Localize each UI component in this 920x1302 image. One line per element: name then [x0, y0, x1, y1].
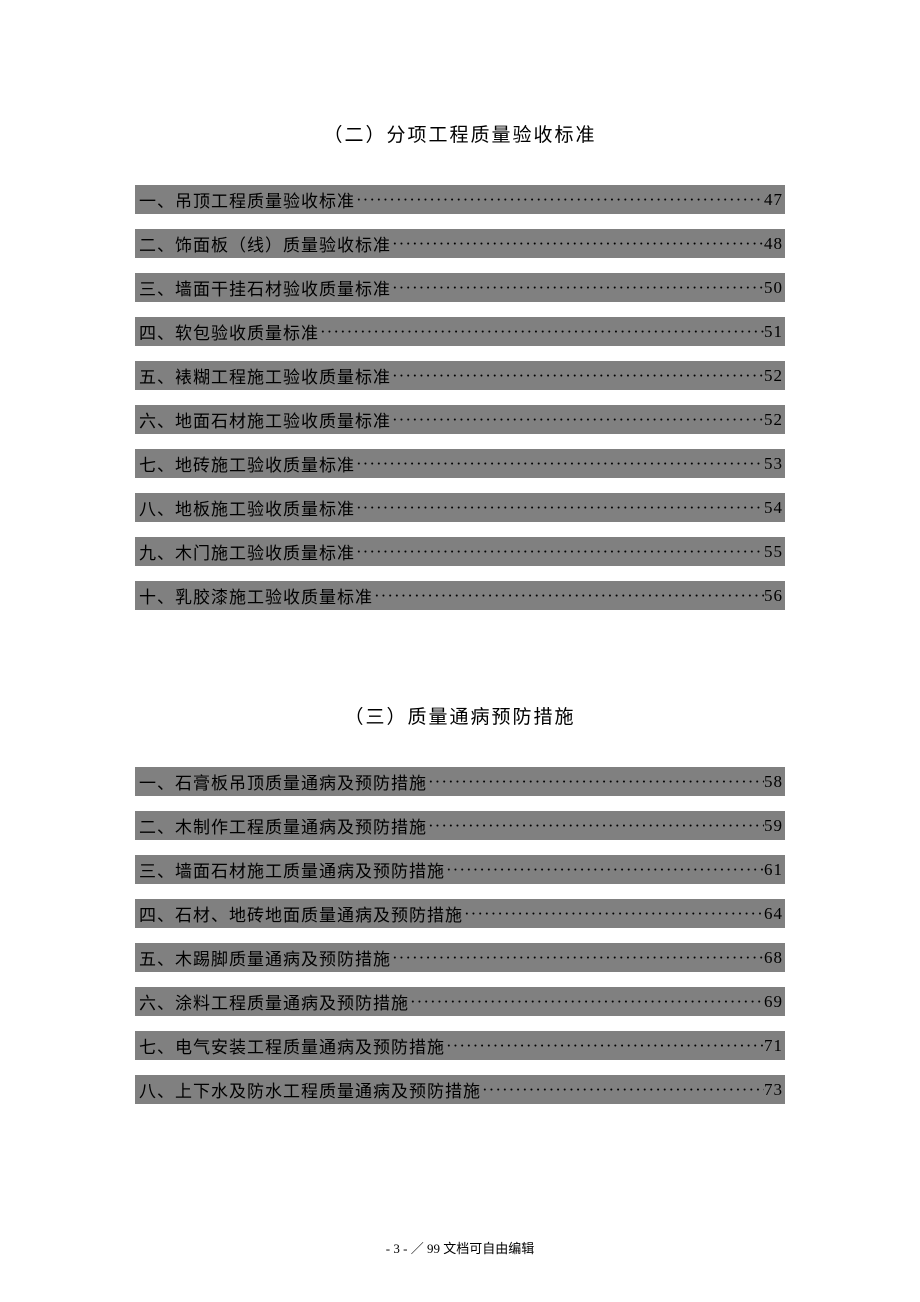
toc-leader-dots: ········································…: [391, 234, 764, 254]
toc-page-number: 50: [764, 278, 783, 298]
section-gap: [135, 610, 785, 702]
toc-item: 七、电气安装工程质量通病及预防措施 ······················…: [135, 1031, 785, 1060]
toc-item: 八、上下水及防水工程质量通病及预防措施 ····················…: [135, 1075, 785, 1104]
toc-leader-dots: ········································…: [445, 1036, 764, 1056]
toc-label: 六、地面石材施工验收质量标准: [139, 407, 391, 432]
toc-item: 八、地板施工验收质量标准 ···························…: [135, 493, 785, 522]
toc-item: 十、乳胶漆施工验收质量标准 ··························…: [135, 581, 785, 610]
toc-leader-dots: ········································…: [391, 410, 764, 430]
toc-item: 五、木踢脚质量通病及预防措施 ·························…: [135, 943, 785, 972]
document-page: （二）分项工程质量验收标准 一、吊顶工程质量验收标准 ·············…: [0, 0, 920, 1104]
toc-leader-dots: ········································…: [463, 904, 764, 924]
toc-leader-dots: ········································…: [427, 816, 764, 836]
toc-item: 一、石膏板吊顶质量通病及预防措施 ·······················…: [135, 767, 785, 796]
toc-leader-dots: ········································…: [409, 992, 764, 1012]
toc-page-number: 52: [764, 366, 783, 386]
toc-leader-dots: ········································…: [355, 498, 764, 518]
toc-label: 十、乳胶漆施工验收质量标准: [139, 583, 373, 608]
toc-leader-dots: ········································…: [355, 454, 764, 474]
section-heading: （三）质量通病预防措施: [135, 702, 785, 729]
toc-label: 二、饰面板（线）质量验收标准: [139, 231, 391, 256]
toc-label: 一、石膏板吊顶质量通病及预防措施: [139, 769, 427, 794]
toc-label: 八、地板施工验收质量标准: [139, 495, 355, 520]
toc-page-number: 61: [764, 860, 783, 880]
toc-item: 七、地砖施工验收质量标准 ···························…: [135, 449, 785, 478]
toc-page-number: 69: [764, 992, 783, 1012]
toc-label: 四、石材、地砖地面质量通病及预防措施: [139, 901, 463, 926]
toc-item: 四、石材、地砖地面质量通病及预防措施 ·····················…: [135, 899, 785, 928]
toc-label: 七、地砖施工验收质量标准: [139, 451, 355, 476]
toc-label: 五、木踢脚质量通病及预防措施: [139, 945, 391, 970]
toc-page-number: 64: [764, 904, 783, 924]
toc-leader-dots: ········································…: [355, 190, 764, 210]
toc-leader-dots: ········································…: [391, 366, 764, 386]
toc-item: 三、墙面干挂石材验收质量标准 ·························…: [135, 273, 785, 302]
page-footer: - 3 - ／ 99 文档可自由编辑: [0, 1238, 920, 1257]
toc-page-number: 53: [764, 454, 783, 474]
toc-item: 一、吊顶工程质量验收标准 ···························…: [135, 185, 785, 214]
toc-label: 三、墙面干挂石材验收质量标准: [139, 275, 391, 300]
toc-item: 三、墙面石材施工质量通病及预防措施 ······················…: [135, 855, 785, 884]
toc-page-number: 59: [764, 816, 783, 836]
toc-page-number: 58: [764, 772, 783, 792]
toc-page-number: 48: [764, 234, 783, 254]
toc-item: 二、饰面板（线）质量验收标准 ·························…: [135, 229, 785, 258]
toc-page-number: 47: [764, 190, 783, 210]
toc-leader-dots: ········································…: [481, 1080, 764, 1100]
toc-label: 三、墙面石材施工质量通病及预防措施: [139, 857, 445, 882]
toc-leader-dots: ········································…: [355, 542, 764, 562]
toc-label: 五、裱糊工程施工验收质量标准: [139, 363, 391, 388]
toc-label: 四、软包验收质量标准: [139, 319, 319, 344]
toc-page-number: 52: [764, 410, 783, 430]
toc-page-number: 68: [764, 948, 783, 968]
toc-item: 二、木制作工程质量通病及预防措施 ·······················…: [135, 811, 785, 840]
toc-item: 九、木门施工验收质量标准 ···························…: [135, 537, 785, 566]
toc-list: 一、石膏板吊顶质量通病及预防措施 ·······················…: [135, 767, 785, 1104]
toc-leader-dots: ········································…: [373, 586, 764, 606]
toc-leader-dots: ········································…: [391, 278, 764, 298]
toc-label: 六、涂料工程质量通病及预防措施: [139, 989, 409, 1014]
toc-label: 八、上下水及防水工程质量通病及预防措施: [139, 1077, 481, 1102]
toc-page-number: 71: [764, 1036, 783, 1056]
toc-leader-dots: ········································…: [319, 322, 764, 342]
toc-page-number: 73: [764, 1080, 783, 1100]
toc-page-number: 56: [764, 586, 783, 606]
toc-page-number: 54: [764, 498, 783, 518]
toc-item: 六、涂料工程质量通病及预防措施 ························…: [135, 987, 785, 1016]
toc-label: 二、木制作工程质量通病及预防措施: [139, 813, 427, 838]
toc-leader-dots: ········································…: [445, 860, 764, 880]
toc-item: 五、裱糊工程施工验收质量标准 ·························…: [135, 361, 785, 390]
section-heading: （二）分项工程质量验收标准: [135, 120, 785, 147]
toc-label: 七、电气安装工程质量通病及预防措施: [139, 1033, 445, 1058]
toc-list: 一、吊顶工程质量验收标准 ···························…: [135, 185, 785, 610]
toc-leader-dots: ········································…: [391, 948, 764, 968]
toc-label: 一、吊顶工程质量验收标准: [139, 187, 355, 212]
toc-item: 四、软包验收质量标准 ·····························…: [135, 317, 785, 346]
toc-leader-dots: ········································…: [427, 772, 764, 792]
toc-page-number: 55: [764, 542, 783, 562]
toc-label: 九、木门施工验收质量标准: [139, 539, 355, 564]
toc-page-number: 51: [764, 322, 783, 342]
toc-item: 六、地面石材施工验收质量标准 ·························…: [135, 405, 785, 434]
